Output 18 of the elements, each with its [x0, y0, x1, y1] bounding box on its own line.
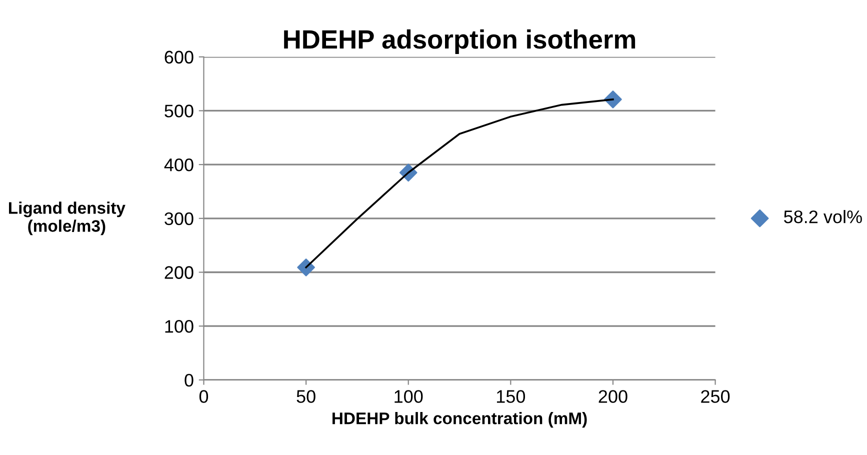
y-tick-label: 100 [165, 320, 194, 333]
x-axis-title: HDEHP bulk concentration (mM) [332, 412, 587, 428]
x-tick-label: 50 [296, 390, 316, 403]
x-tick-label: 250 [701, 390, 730, 403]
x-tick-label: 200 [598, 390, 628, 403]
y-tick-label: 600 [164, 50, 194, 64]
point [297, 258, 315, 276]
chart-title: HDEHP adsorption isotherm [284, 29, 636, 54]
y-tick-label: 500 [164, 104, 194, 118]
y-tick-label: 200 [164, 266, 194, 279]
y-axis-title: Ligand density (mole/m3) [9, 202, 126, 236]
x-tick-label: 100 [394, 390, 423, 403]
y-tick-label: 400 [164, 158, 194, 172]
x-tick-label: 150 [496, 390, 526, 403]
y-tick-label: 300 [164, 212, 194, 226]
y-tick-label: 0 [184, 374, 194, 387]
legend-label: 58.2 vol% [784, 210, 862, 224]
x-tick-label: 0 [199, 390, 208, 403]
